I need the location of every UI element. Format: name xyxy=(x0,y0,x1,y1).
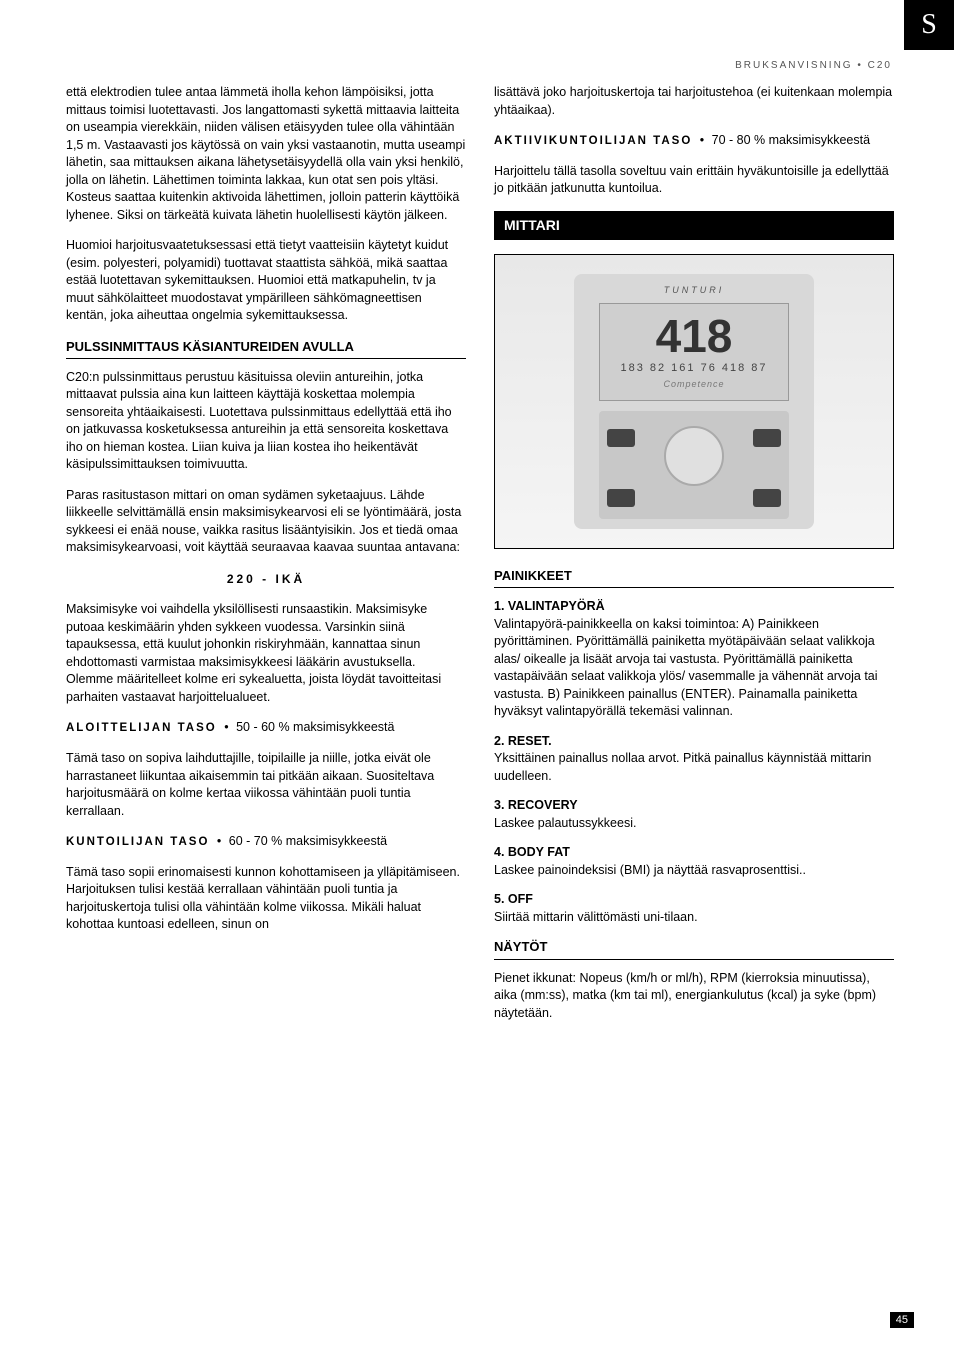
body-text: Paras rasitustason mittari on oman sydäm… xyxy=(66,487,466,557)
device-button-area xyxy=(599,411,789,519)
side-tab: S xyxy=(904,0,954,50)
header-breadcrumb: BRUKSANVISNING • C20 xyxy=(735,60,892,71)
body-text: Maksimisyke voi vaihdella yksilöllisesti… xyxy=(66,601,466,706)
formula-text: 220 - IKÄ xyxy=(66,571,466,588)
level-value: 50 - 60 % maksimisykkeestä xyxy=(236,721,394,735)
section-heading: PAINIKKEET xyxy=(494,567,894,588)
level-line: ALOITTELIJAN TASO • 50 - 60 % maksimisyk… xyxy=(66,719,466,737)
right-column: lisättävä joko harjoituskertoja tai harj… xyxy=(494,84,894,1022)
item-text: Siirtää mittarin välittömästi uni-tilaan… xyxy=(494,909,894,927)
item-text: Yksittäinen painallus nollaa arvot. Pitk… xyxy=(494,750,894,785)
item-text: Valintapyörä-painikkeella on kaksi toimi… xyxy=(494,616,894,721)
bullet-icon: • xyxy=(217,833,221,851)
section-heading: PULSSINMITTAUS KÄSIANTUREIDEN AVULLA xyxy=(66,338,466,359)
level-line: KUNTOILIJAN TASO • 60 - 70 % maksimisykk… xyxy=(66,833,466,851)
section-heading: NÄYTÖT xyxy=(494,938,894,959)
left-column: että elektrodien tulee antaa lämmetä iho… xyxy=(66,84,466,1022)
device-button xyxy=(607,489,635,507)
page-number: 45 xyxy=(890,1312,914,1328)
device-panel: TUNTURI 418 183 82 161 76 418 87 Compete… xyxy=(574,274,814,529)
device-brand: TUNTURI xyxy=(664,284,725,297)
list-item: 1. VALINTAPYÖRÄ Valintapyörä-painikkeell… xyxy=(494,598,894,721)
item-heading: 5. OFF xyxy=(494,891,894,909)
device-photo: TUNTURI 418 183 82 161 76 418 87 Compete… xyxy=(494,254,894,549)
device-button xyxy=(753,489,781,507)
body-text: Tämä taso on sopiva laihduttajille, toip… xyxy=(66,750,466,820)
body-text: Pienet ikkunat: Nopeus (km/h or ml/h), R… xyxy=(494,970,894,1023)
display-model-label: Competence xyxy=(663,378,724,391)
display-main-value: 418 xyxy=(656,313,733,359)
device-button xyxy=(753,429,781,447)
body-text: C20:n pulssinmittaus perustuu käsituissa… xyxy=(66,369,466,474)
item-heading: 3. RECOVERY xyxy=(494,797,894,815)
list-item: 4. BODY FAT Laskee painoindeksisi (BMI) … xyxy=(494,844,894,879)
item-heading: 1. VALINTAPYÖRÄ xyxy=(494,598,894,616)
device-screen: 418 183 82 161 76 418 87 Competence xyxy=(599,303,789,401)
device-wheel xyxy=(664,426,724,486)
list-item: 5. OFF Siirtää mittarin välittömästi uni… xyxy=(494,891,894,926)
list-item: 2. RESET. Yksittäinen painallus nollaa a… xyxy=(494,733,894,786)
section-banner: MITTARI xyxy=(494,211,894,241)
level-label: AKTIIVIKUNTOILIJAN TASO xyxy=(494,135,692,147)
item-heading: 2. RESET. xyxy=(494,733,894,751)
level-line: AKTIIVIKUNTOILIJAN TASO • 70 - 80 % maks… xyxy=(494,132,894,150)
level-label: ALOITTELIJAN TASO xyxy=(66,723,217,735)
item-text: Laskee palautussykkeesi. xyxy=(494,815,894,833)
bullet-icon: • xyxy=(224,719,228,737)
body-text: Huomioi harjoitusvaatetuksessasi että ti… xyxy=(66,237,466,325)
main-content: että elektrodien tulee antaa lämmetä iho… xyxy=(66,84,894,1022)
list-item: 3. RECOVERY Laskee palautussykkeesi. xyxy=(494,797,894,832)
body-text: lisättävä joko harjoituskertoja tai harj… xyxy=(494,84,894,119)
item-heading: 4. BODY FAT xyxy=(494,844,894,862)
body-text: Harjoittelu tällä tasolla soveltuu vain … xyxy=(494,163,894,198)
level-value: 60 - 70 % maksimisykkeestä xyxy=(229,834,387,848)
body-text: Tämä taso sopii erinomaisesti kunnon koh… xyxy=(66,864,466,934)
device-button xyxy=(607,429,635,447)
item-text: Laskee painoindeksisi (BMI) ja näyttää r… xyxy=(494,862,894,880)
level-value: 70 - 80 % maksimisykkeestä xyxy=(712,133,870,147)
body-text: että elektrodien tulee antaa lämmetä iho… xyxy=(66,84,466,224)
bullet-icon: • xyxy=(700,132,704,150)
level-label: KUNTOILIJAN TASO xyxy=(66,836,209,848)
display-sub-values: 183 82 161 76 418 87 xyxy=(620,361,767,376)
